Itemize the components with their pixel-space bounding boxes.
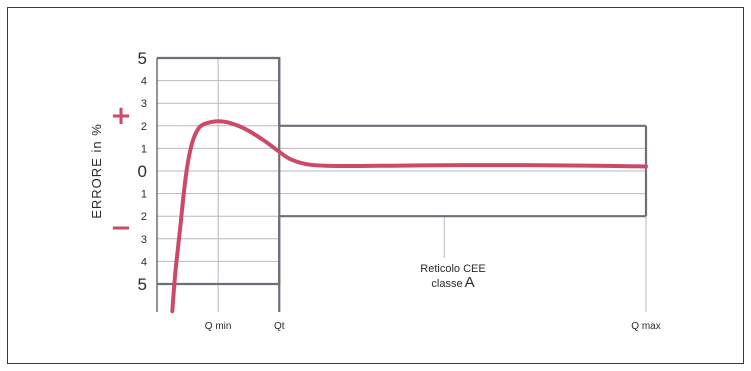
y-tick-label: 2 xyxy=(141,211,147,223)
y-tick-labels: 5 4 3 2 1 0 1 2 3 4 5 xyxy=(138,49,147,294)
plus-sign: + xyxy=(110,101,132,131)
y-axis-label: ERRORE in % xyxy=(89,123,104,219)
annotation-line1: Reticolo CEE xyxy=(420,263,485,275)
envelope-upper xyxy=(157,56,646,127)
y-tick-label: 3 xyxy=(141,234,147,246)
y-tick-label: 4 xyxy=(141,76,147,88)
annotation-classe: classe xyxy=(431,278,462,290)
x-marker-label: Q max xyxy=(631,321,660,332)
grid-lines xyxy=(156,57,647,312)
y-tick-label: 5 xyxy=(138,275,147,294)
envelope-lower xyxy=(157,215,646,286)
x-marker-label: Qt xyxy=(274,321,285,332)
y-tick-label: 0 xyxy=(138,162,147,181)
y-tick-label: 4 xyxy=(141,256,147,268)
annotation-class-letter: A xyxy=(465,274,475,291)
error-curve-line xyxy=(170,119,648,314)
x-marker-labels: Q min Qt Q max xyxy=(205,321,661,332)
accuracy-envelope xyxy=(157,56,648,312)
y-tick-label: 5 xyxy=(138,49,147,68)
x-marker-label: Q min xyxy=(205,321,232,332)
annotation-line2: classe A xyxy=(431,274,474,291)
chart-frame xyxy=(7,7,744,364)
y-tick-label: 2 xyxy=(141,121,147,133)
y-tick-label: 1 xyxy=(141,143,147,155)
y-tick-label: 1 xyxy=(141,189,147,201)
error-curve xyxy=(170,119,648,314)
labels: ERRORE in % + − Reticolo CEE classe A xyxy=(89,101,486,291)
y-tick-label: 3 xyxy=(141,98,147,110)
minus-sign: − xyxy=(110,213,132,243)
